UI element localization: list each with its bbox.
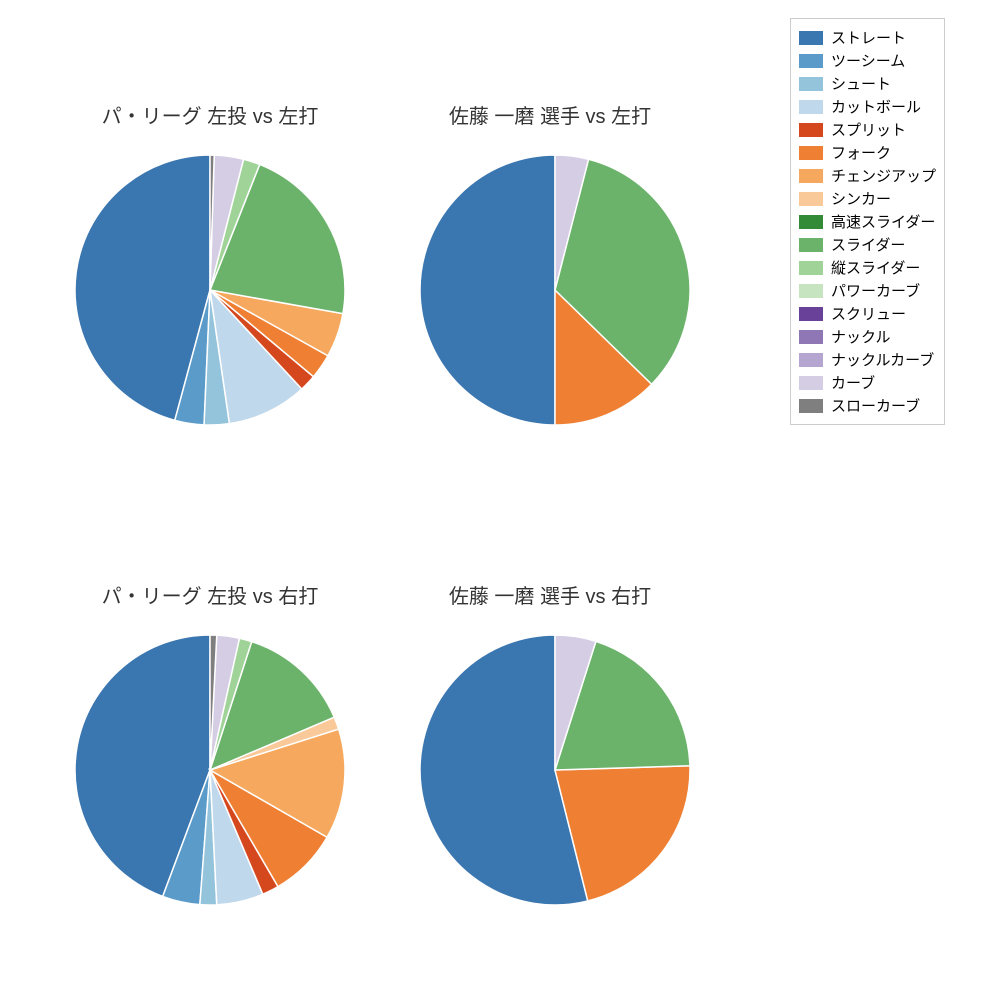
legend-item: シュート [799,73,936,94]
legend-item: シンカー [799,188,936,209]
legend-item: スローカーブ [799,395,936,416]
legend-item: スプリット [799,119,936,140]
legend-label: ナックル [831,326,891,347]
chart-title: 佐藤 一磨 選手 vs 左打 [400,100,700,129]
legend-item: スライダー [799,234,936,255]
legend-item: ナックルカーブ [799,349,936,370]
legend-label: スプリット [831,119,906,140]
legend: ストレートツーシームシュートカットボールスプリットフォークチェンジアップシンカー… [790,18,945,425]
legend-swatch [799,215,823,229]
legend-swatch [799,261,823,275]
legend-item: カーブ [799,372,936,393]
legend-swatch [799,238,823,252]
legend-swatch [799,330,823,344]
legend-label: カーブ [831,372,875,393]
legend-item: ナックル [799,326,936,347]
chart-title: パ・リーグ 左投 vs 左打 [60,100,360,129]
legend-item: スクリュー [799,303,936,324]
legend-item: ツーシーム [799,50,936,71]
legend-swatch [799,54,823,68]
legend-item: チェンジアップ [799,165,936,186]
legend-item: カットボール [799,96,936,117]
pie-chart [73,633,347,907]
chart-title: 佐藤 一磨 選手 vs 右打 [400,580,700,609]
legend-swatch [799,169,823,183]
pie-chart [418,153,692,427]
legend-label: チェンジアップ [831,165,936,186]
legend-label: シュート [831,73,891,94]
legend-swatch [799,192,823,206]
legend-swatch [799,307,823,321]
legend-swatch [799,100,823,114]
legend-swatch [799,123,823,137]
legend-label: フォーク [831,142,891,163]
legend-label: 縦スライダー [831,257,920,278]
legend-swatch [799,284,823,298]
legend-item: 縦スライダー [799,257,936,278]
legend-swatch [799,399,823,413]
legend-swatch [799,77,823,91]
legend-item: フォーク [799,142,936,163]
pie-slice [420,155,555,425]
legend-label: カットボール [831,96,921,117]
pie-chart [73,153,347,427]
legend-label: スクリュー [831,303,906,324]
legend-swatch [799,31,823,45]
legend-swatch [799,146,823,160]
legend-label: シンカー [831,188,891,209]
chart-title: パ・リーグ 左投 vs 右打 [60,580,360,609]
legend-label: ツーシーム [831,50,905,71]
legend-label: ナックルカーブ [831,349,934,370]
legend-item: パワーカーブ [799,280,936,301]
legend-label: ストレート [831,27,906,48]
legend-label: スライダー [831,234,905,255]
legend-item: 高速スライダー [799,211,936,232]
legend-item: ストレート [799,27,936,48]
legend-swatch [799,376,823,390]
legend-label: スローカーブ [831,395,920,416]
legend-swatch [799,353,823,367]
legend-label: 高速スライダー [831,211,935,232]
pie-chart [418,633,692,907]
legend-label: パワーカーブ [831,280,920,301]
